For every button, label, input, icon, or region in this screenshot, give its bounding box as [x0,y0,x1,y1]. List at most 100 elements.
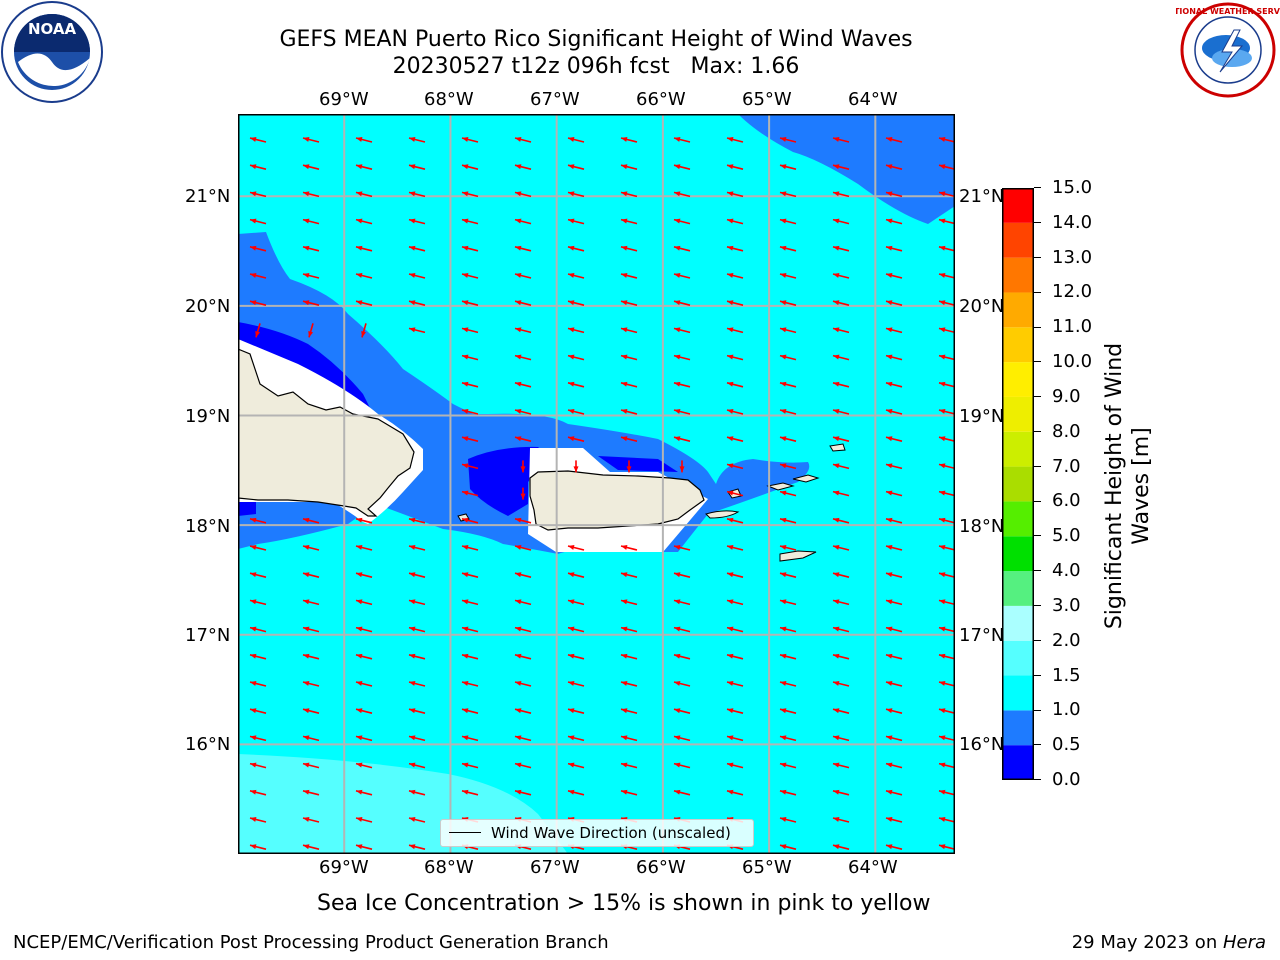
wind-arrow [355,137,373,143]
colorbar-swatch-9 [1002,431,1034,467]
wind-arrow [726,327,744,334]
wind-arrow [620,789,638,796]
wind-arrow [673,626,691,633]
legend-line-sample [449,832,481,833]
wind-arrow [514,436,532,442]
wind-arrow [779,164,797,170]
wind-arrow [514,245,532,252]
colorbar-swatch-11 [1002,362,1034,397]
wind-arrow [461,137,479,143]
wind-arrow [408,789,426,796]
wind-arrow [567,381,585,388]
wind-arrow [408,653,426,660]
map-panel [238,114,955,854]
wind-arrow [726,381,744,388]
wind-arrow [461,436,479,442]
wind-arrow [620,327,638,334]
wind-arrow [938,844,955,850]
wind-arrow [514,354,532,361]
wind-arrow [885,245,903,252]
colorbar-swatch-1 [1002,710,1034,746]
wind-arrow [461,599,479,606]
wind-arrow [567,218,585,225]
wind-arrow [726,708,744,714]
wind-arrow [408,191,426,198]
wind-arrow [355,735,373,742]
wind-arrow [938,599,955,606]
wind-arrow [514,191,532,198]
title-line-2: 20230527 t12z 096h fcst Max: 1.66 [392,54,800,79]
wind-arrow [673,599,691,606]
wind-arrow [249,817,267,823]
wind-arrow [249,844,267,850]
wave-band-0.0-0.5-pr-w [468,446,548,516]
wave-band-0.0-0.5-pr-n [598,456,678,472]
colorbar-border [1002,188,1034,780]
wind-arrow [938,354,955,361]
wind-arrow [567,708,585,714]
nws-logo: NATIONAL WEATHER SERVICE [1162,0,1280,100]
wind-arrow [779,381,797,388]
colorbar-tick-mark [1034,256,1041,258]
colorbar-tick-mark [1034,431,1041,432]
wind-arrow [567,572,585,578]
wind-arrow [302,681,320,687]
wind-arrow [626,460,632,473]
colorbar-tick-mark [1034,500,1041,502]
wind-arrow [408,545,426,551]
wind-arrow [514,273,532,279]
wind-arrow [620,762,638,769]
wind-arrow [779,463,797,470]
wind-arrow [832,844,850,850]
wind-arrow [726,545,744,551]
wind-arrow [885,300,903,306]
colorbar-label-line-2: Waves [m] [1129,427,1154,545]
colorbar-tick-label: 1.5 [1052,664,1081,686]
wind-arrow [726,789,744,796]
wind-arrow [302,817,320,823]
wind-arrow [249,164,267,170]
wind-arrow [461,245,479,252]
wind-arrow [620,436,638,442]
wind-arrow [938,572,955,578]
colorbar-tick-mark [1034,605,1041,607]
wind-arrow [885,164,903,170]
noaa-logo: NOAA [0,0,104,104]
wind-arrow [514,164,532,170]
wind-arrow [620,599,638,606]
wind-arrow [567,327,585,334]
sea-ice-caption: Sea Ice Concentration > 15% is shown in … [317,891,931,916]
wind-arrow [832,517,850,524]
wind-arrow [355,273,373,279]
wind-arrow [885,545,903,551]
lat-tick-right-0: 21°N [959,186,1005,207]
land-st-croix [779,550,817,562]
wind-arrow [461,545,479,551]
wind-arrow [832,789,850,796]
wind-arrows [249,137,955,850]
wind-arrow [885,735,903,742]
wind-arrow [408,327,426,334]
wind-arrow [461,191,479,198]
colorbar-tick-label: 13.0 [1052,246,1093,268]
wind-arrow [461,762,479,769]
wind-arrow [355,789,373,796]
wind-arrow [885,572,903,578]
colorbar-swatch-2 [1002,675,1034,711]
wind-arrow [361,323,367,338]
wind-arrow [620,545,638,551]
wind-arrow [885,218,903,225]
wind-arrow [567,735,585,742]
wind-arrow [938,735,955,742]
wind-arrow [567,789,585,796]
wind-arrow [726,354,744,361]
wind-arrow [779,490,797,497]
lat-tick-left-0: 21°N [185,186,231,207]
wind-arrow [355,300,373,306]
wind-arrow [673,218,691,225]
wind-arrow [885,463,903,470]
wind-arrow [673,572,691,578]
wind-arrow [832,354,850,361]
wind-arrow [514,599,532,606]
colorbar-tick-mark [1034,744,1041,746]
